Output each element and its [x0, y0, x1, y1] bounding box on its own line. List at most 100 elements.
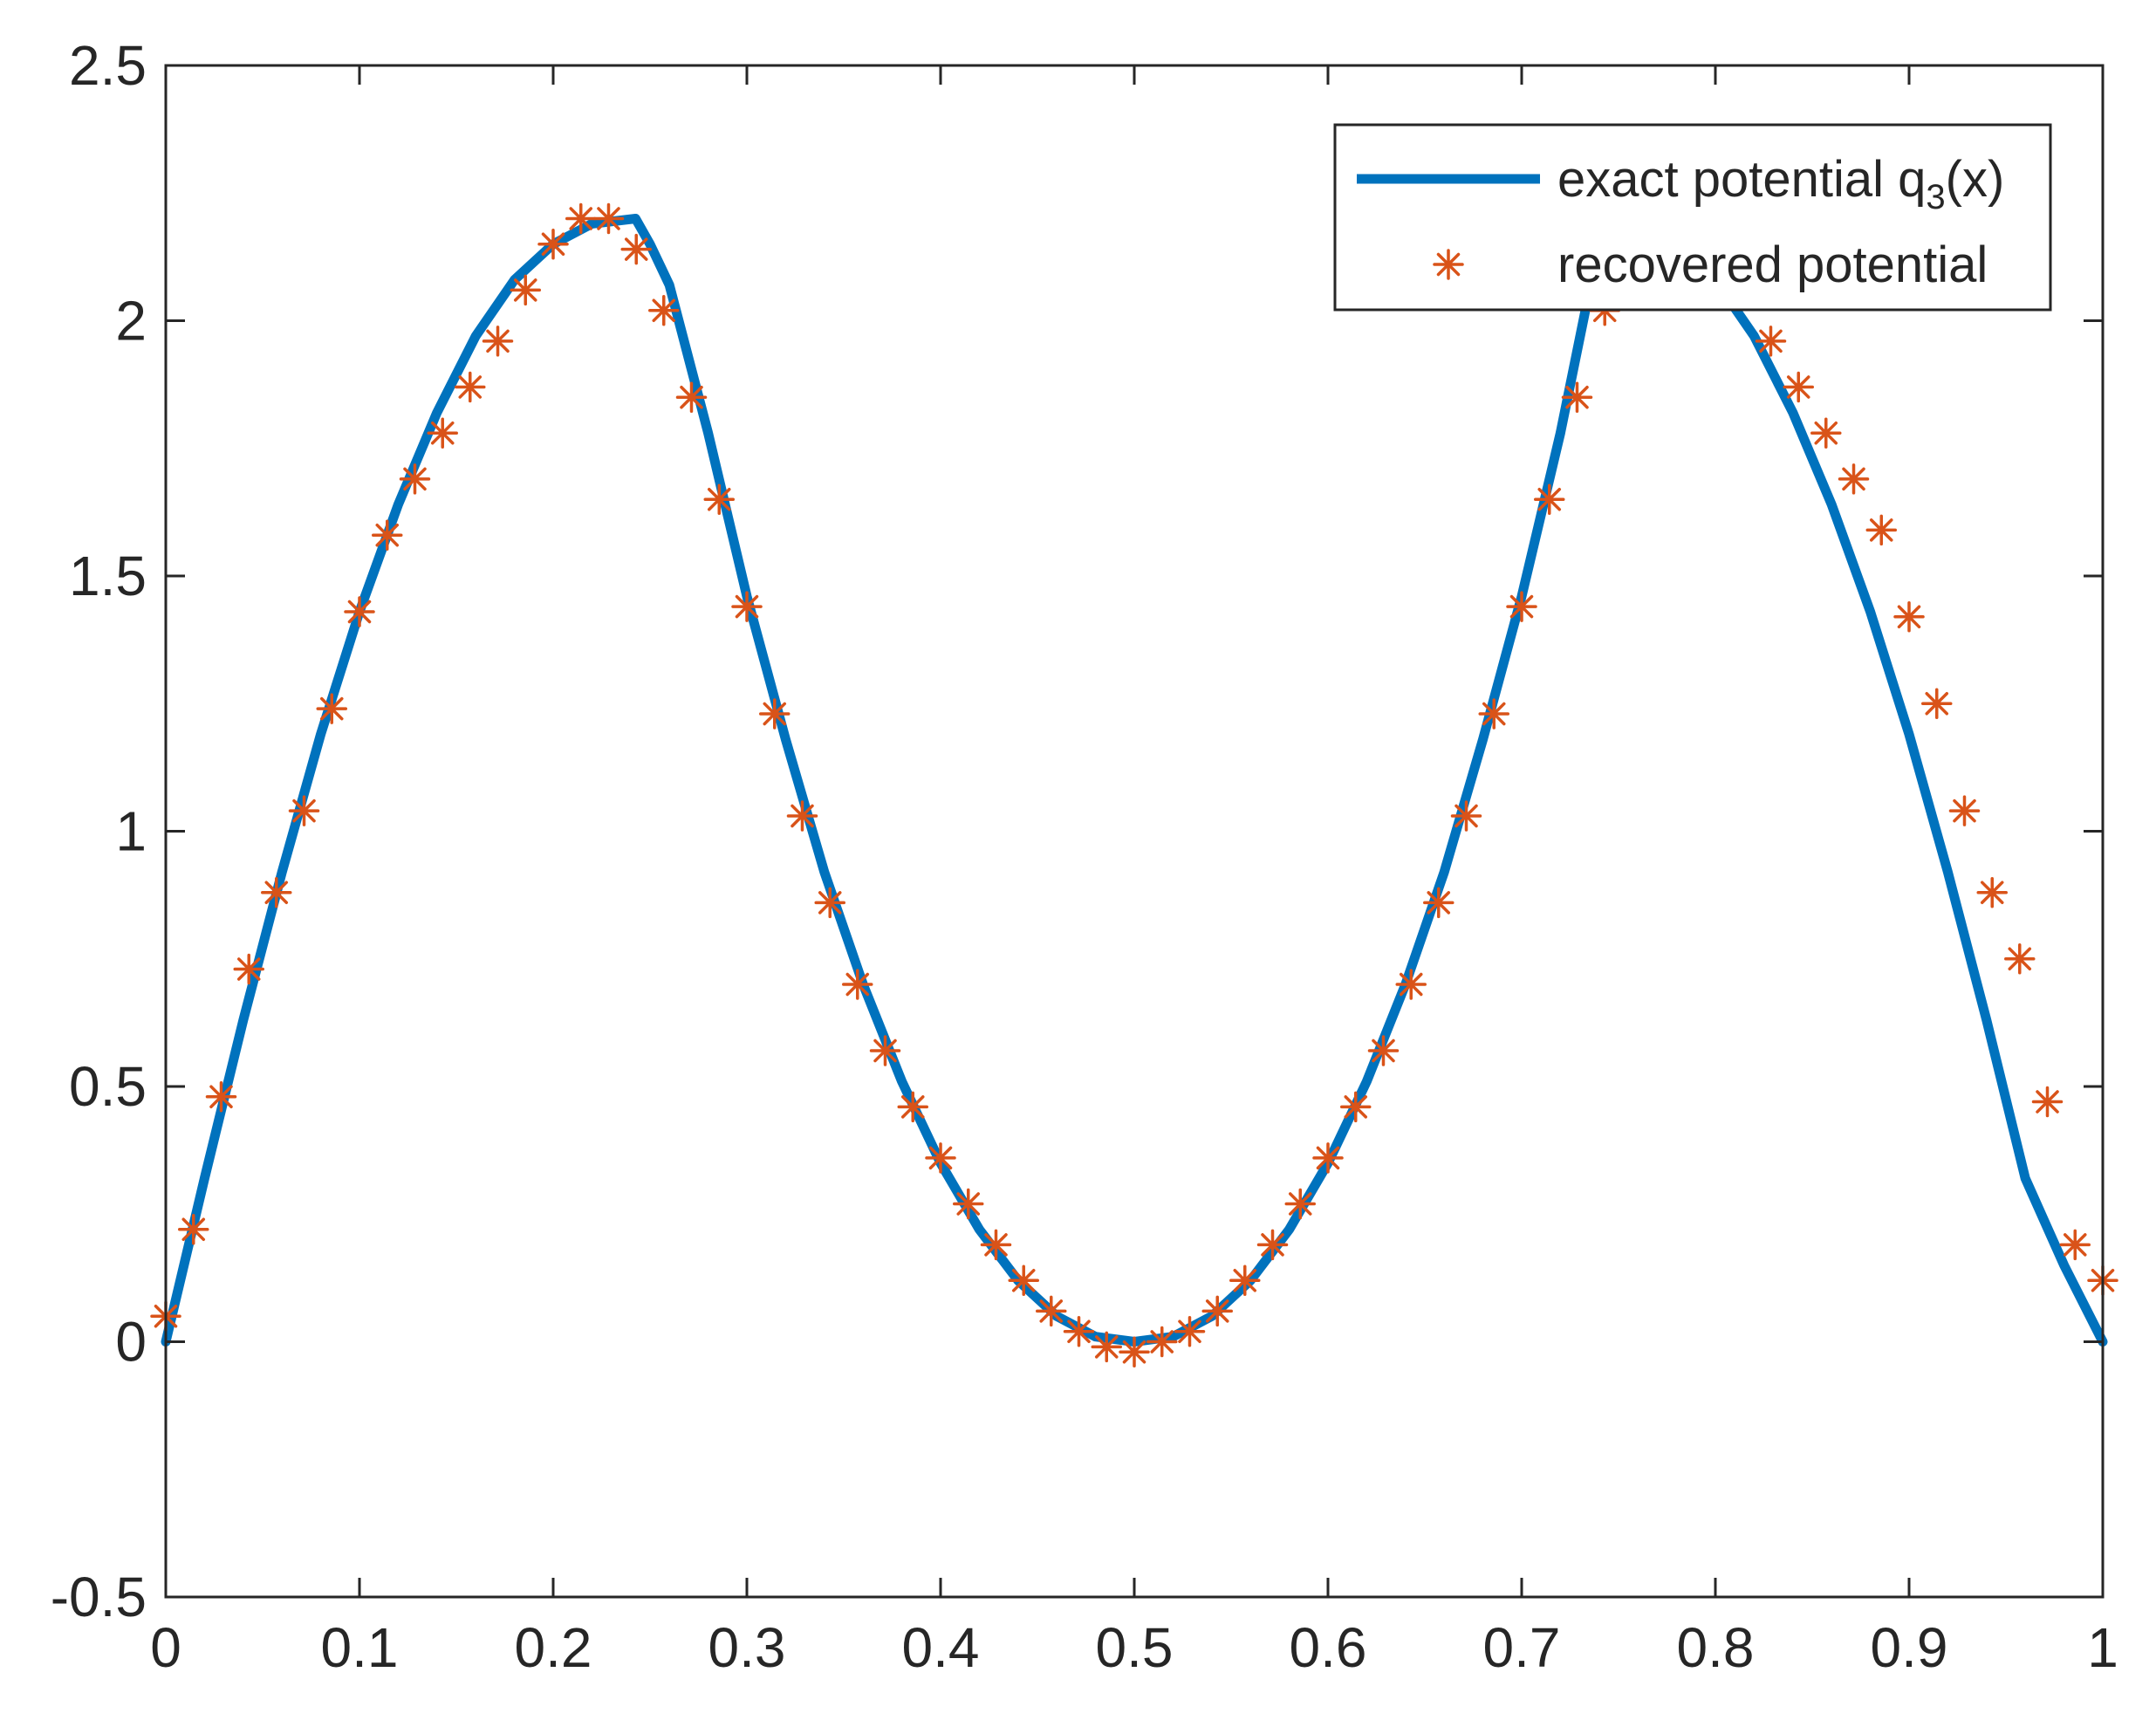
recovered-point [482, 326, 514, 357]
recovered-point [2031, 1086, 2064, 1118]
recovered-point [1450, 800, 1482, 832]
recovered-point [980, 1229, 1012, 1261]
recovered-point [316, 693, 348, 724]
legend-label-exact-suffix: (x) [1946, 151, 2005, 208]
recovered-point [1174, 1316, 1206, 1347]
marker-stroke [597, 207, 620, 230]
recovered-point [1119, 1336, 1150, 1367]
plot-area [150, 202, 2118, 1367]
recovered-point [1339, 1091, 1372, 1123]
x-tick-label: 0.9 [1871, 1616, 1948, 1679]
recovered-point [758, 698, 791, 730]
marker-stroke [1925, 691, 1949, 716]
marker-stroke [541, 232, 565, 257]
y-tick-label: -0.5 [51, 1566, 147, 1628]
recovered-point [1838, 463, 1870, 495]
recovered-point [1312, 1142, 1344, 1174]
legend-label-recovered: recovered potential [1557, 236, 1988, 293]
marker-stroke [900, 1095, 925, 1119]
marker-stroke [319, 696, 344, 721]
recovered-point [565, 202, 597, 235]
recovered-point [399, 463, 431, 495]
marker-stroke [569, 207, 593, 230]
recovered-point [1201, 1295, 1233, 1327]
marker-stroke [1897, 605, 1921, 629]
legend-marker-sample [1433, 249, 1464, 280]
x-tick-label: 1 [2087, 1616, 2118, 1679]
marker-stroke [680, 385, 703, 409]
recovered-point [1533, 483, 1565, 515]
marker-stroke [1759, 329, 1783, 353]
marker-stroke [845, 972, 870, 997]
marker-stroke [1565, 385, 1589, 409]
x-tick-label: 0.1 [321, 1616, 399, 1679]
recovered-point [1036, 1295, 1067, 1327]
y-tick-label: 2 [115, 290, 147, 353]
marker-stroke [1537, 487, 1562, 511]
recovered-point [786, 800, 818, 832]
y-tick-label: 0.5 [69, 1055, 147, 1118]
x-tick-label: 0.2 [515, 1616, 592, 1679]
y-tick-label: 1 [115, 800, 147, 863]
legend-label-exact-main: exact potential q [1557, 151, 1926, 208]
marker-stroke [1372, 1038, 1395, 1063]
y-tick-label: 1.5 [69, 545, 147, 607]
marker-stroke [1436, 252, 1461, 277]
marker-stroke [1427, 891, 1451, 915]
recovered-point [1783, 371, 1814, 403]
marker-stroke [1482, 702, 1506, 726]
recovered-point [952, 1188, 984, 1220]
marker-stroke [1150, 1330, 1174, 1354]
recovered-point [1948, 795, 1981, 826]
marker-stroke [1261, 1233, 1284, 1257]
marker-stroke [1039, 1299, 1064, 1323]
marker-stroke [1178, 1319, 1201, 1344]
recovered-point [1063, 1316, 1095, 1347]
recovered-point [2059, 1229, 2091, 1261]
x-tick-label: 0.7 [1483, 1616, 1561, 1679]
recovered-point [1091, 1331, 1123, 1363]
recovered-point [427, 417, 458, 449]
marker-stroke [1205, 1299, 1229, 1323]
marker-stroke [1316, 1146, 1340, 1170]
marker-stroke [458, 375, 483, 399]
marker-stroke [1233, 1269, 1257, 1292]
marker-stroke [1288, 1192, 1312, 1216]
marker-stroke [2008, 947, 2032, 971]
recovered-point [205, 1080, 237, 1113]
recovered-point [1920, 688, 1953, 719]
marker-stroke [2063, 1233, 2087, 1257]
x-tick-label: 0.3 [708, 1616, 786, 1679]
recovered-point [371, 519, 403, 551]
y-tick-label: 2.5 [69, 34, 147, 97]
marker-stroke [763, 702, 787, 726]
marker-stroke [430, 421, 455, 445]
recovered-point [261, 876, 292, 908]
marker-stroke [375, 523, 400, 547]
recovered-point [2004, 943, 2036, 975]
x-tick-label: 0.8 [1677, 1616, 1755, 1679]
recovered-point [620, 233, 652, 265]
marker-stroke [486, 329, 510, 353]
marker-stroke [1011, 1269, 1036, 1292]
marker-stroke [1814, 421, 1838, 445]
legend-label-exact-subscript: 3 [1926, 178, 1945, 216]
legend: exact potential q3(x) recovered potentia… [1333, 123, 2052, 312]
recovered-point [1478, 698, 1510, 730]
recovered-point [455, 371, 486, 403]
y-axis-ticks: -0.5 0 0.5 1 1.5 2 2.5 [51, 34, 2103, 1628]
recovered-point [1506, 591, 1537, 622]
x-tick-label: 0.5 [1096, 1616, 1174, 1679]
marker-stroke [707, 487, 731, 511]
marker-stroke [1344, 1095, 1368, 1119]
recovered-point [537, 229, 569, 260]
marker-stroke [652, 298, 676, 323]
recovered-point [288, 795, 320, 826]
recovered-point [814, 887, 845, 919]
marker-stroke [791, 804, 814, 828]
marker-stroke [624, 237, 648, 261]
recovered-point [510, 274, 542, 306]
marker-stroke [1122, 1340, 1146, 1364]
legend-label-exact: exact potential q3(x) [1557, 151, 2004, 216]
